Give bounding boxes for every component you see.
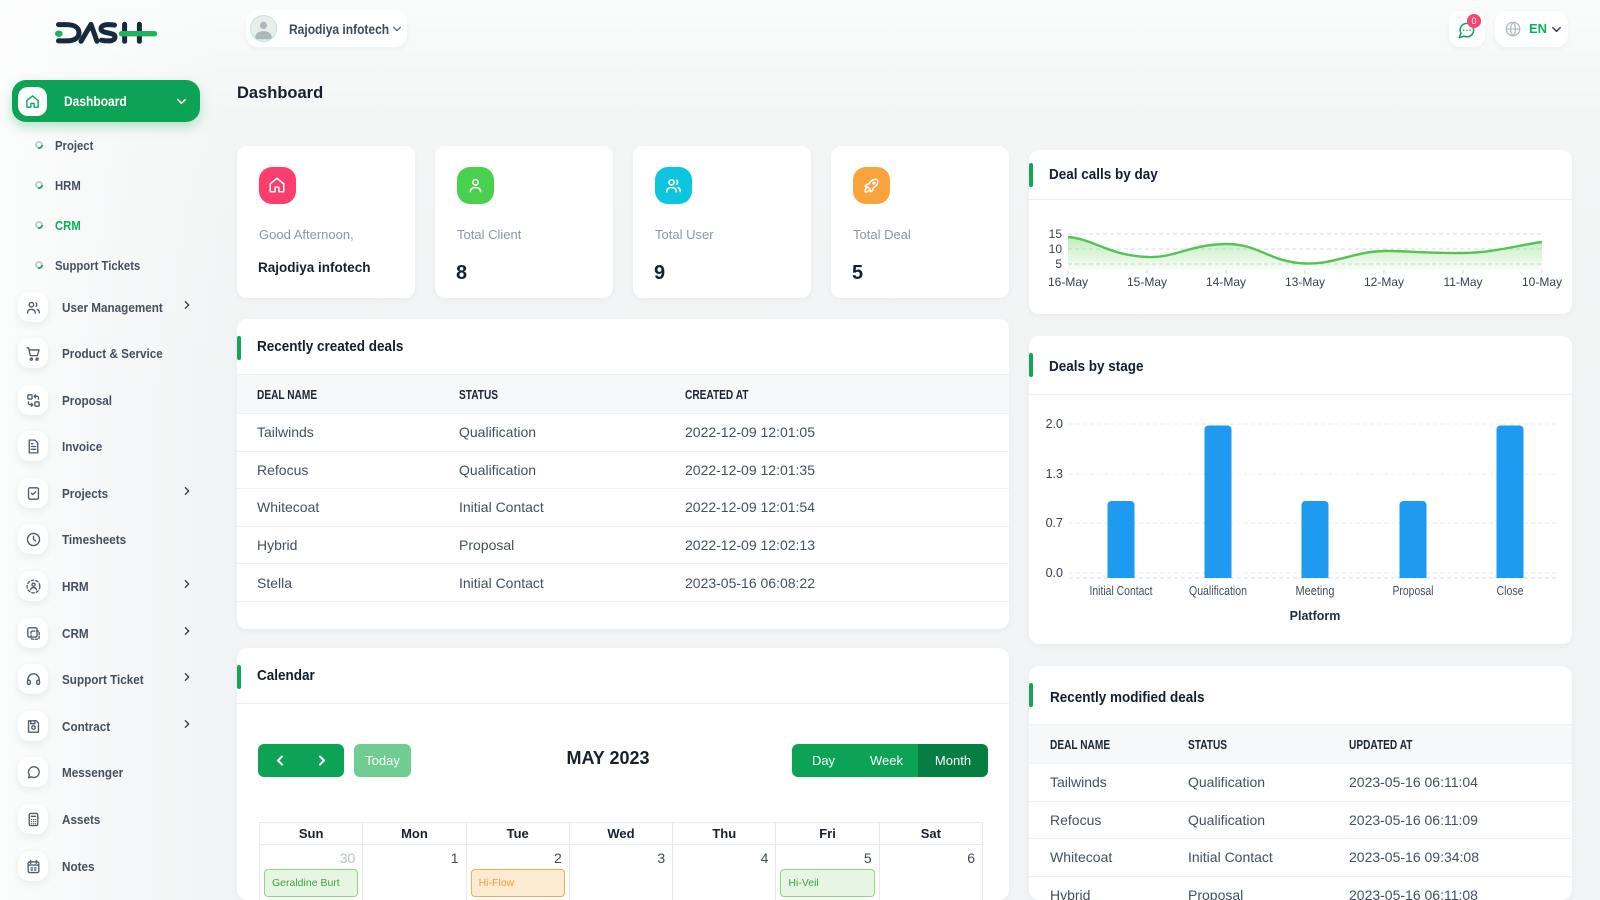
svg-text:10-May: 10-May — [1522, 275, 1562, 289]
svg-text:11-May: 11-May — [1443, 275, 1482, 289]
svg-text:16-May: 16-May — [1048, 275, 1088, 289]
svg-text:Proposal: Proposal — [1393, 584, 1434, 598]
svg-text:Qualification: Qualification — [1189, 584, 1247, 598]
svg-text:14-May: 14-May — [1206, 275, 1246, 289]
svg-text:Close: Close — [1497, 584, 1524, 598]
svg-text:12-May: 12-May — [1364, 275, 1404, 289]
svg-text:Initial Contact: Initial Contact — [1090, 584, 1153, 598]
svg-text:10: 10 — [1049, 242, 1063, 256]
svg-text:Platform: Platform — [1290, 609, 1341, 623]
svg-text:15-May: 15-May — [1127, 275, 1167, 289]
svg-text:0.0: 0.0 — [1046, 566, 1063, 580]
svg-text:1.3: 1.3 — [1046, 467, 1063, 481]
svg-text:0.7: 0.7 — [1046, 516, 1063, 530]
svg-text:2.0: 2.0 — [1046, 417, 1063, 431]
svg-text:Meeting: Meeting — [1296, 584, 1335, 598]
svg-text:5: 5 — [1055, 257, 1062, 271]
svg-text:15: 15 — [1049, 227, 1063, 241]
svg-text:13-May: 13-May — [1285, 275, 1325, 289]
